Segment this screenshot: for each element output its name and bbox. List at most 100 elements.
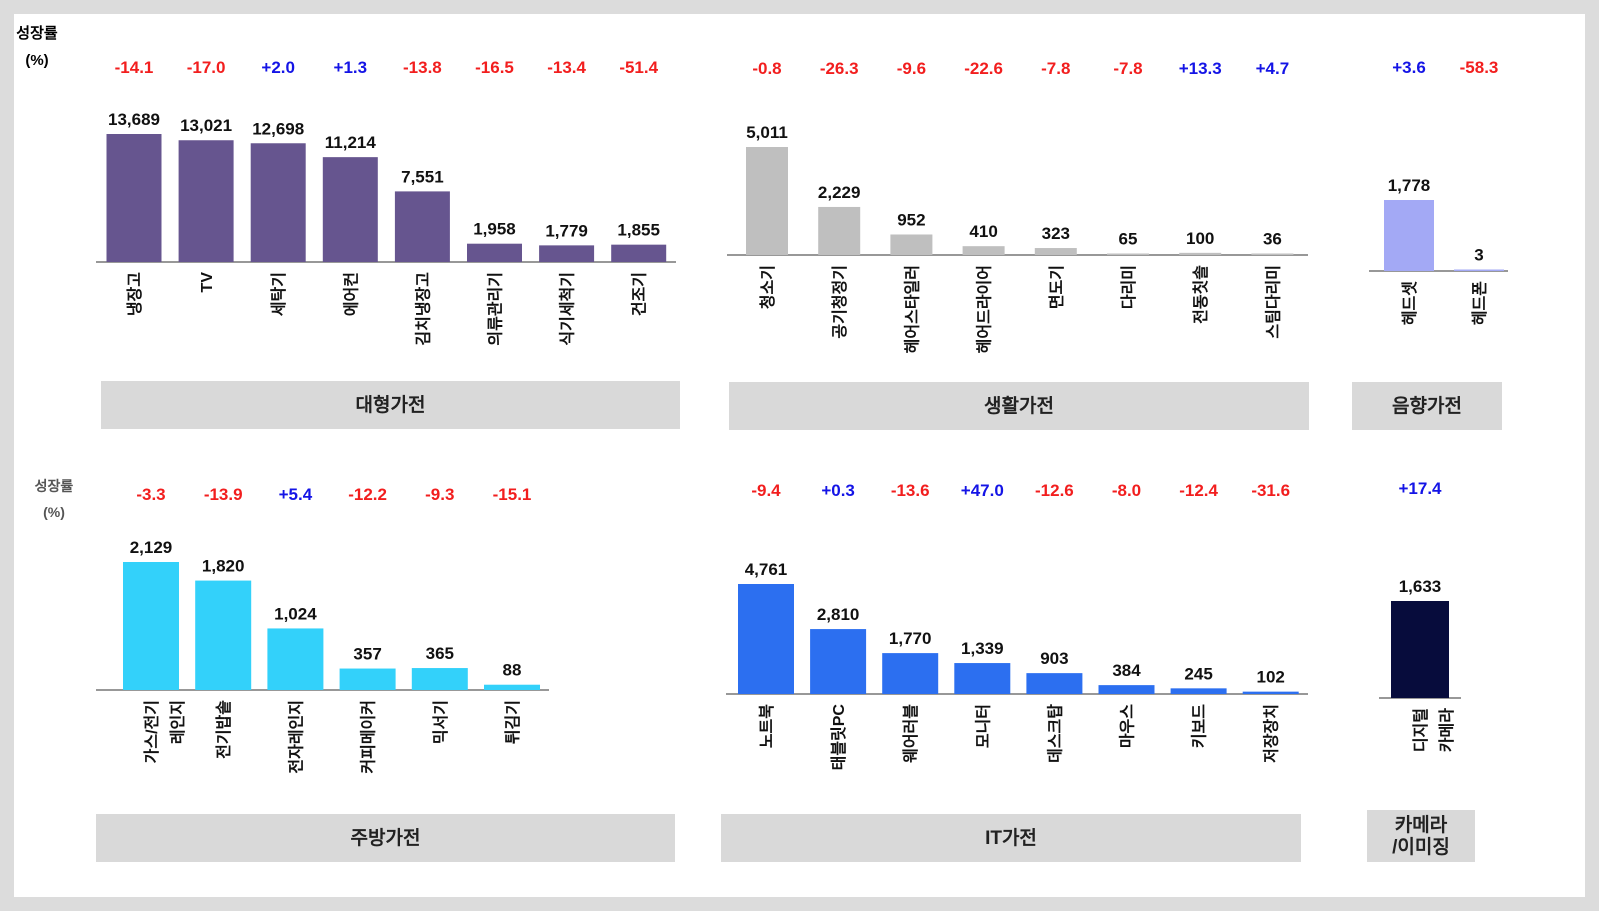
bar (484, 684, 540, 690)
growth-rate-label: (%) (25, 52, 48, 69)
tick-label: 다리미 (1120, 265, 1138, 309)
growth-rate-label: 성장률 (16, 24, 58, 42)
data-label: 952 (897, 210, 925, 229)
bar (890, 234, 933, 255)
category-title-box (101, 381, 680, 429)
tick-label: 믹서기 (432, 700, 450, 744)
growth-rate: -15.1 (493, 485, 532, 504)
data-label: 1,633 (1399, 577, 1442, 596)
growth-rate: -7.8 (1041, 59, 1070, 78)
tick-label: 식기세척기 (558, 272, 577, 346)
tick-label: 노트북 (758, 704, 776, 748)
category-title: 생활가전 (984, 395, 1054, 417)
bar (954, 663, 1011, 694)
data-label: 11,214 (325, 133, 377, 152)
growth-rate: -13.8 (403, 58, 442, 77)
category-title-box (721, 814, 1301, 862)
tick-label: 전자레인지 (287, 700, 305, 774)
bar (1026, 673, 1083, 694)
category-title-box (96, 814, 675, 862)
data-label: 3 (1474, 246, 1483, 265)
data-label: 13,021 (180, 116, 232, 135)
category-title: IT가전 (985, 827, 1037, 849)
data-label: 13,689 (108, 110, 160, 129)
data-label: 102 (1257, 668, 1285, 687)
chart-panel-2: 5,011 -0.8 청소기 2,229 -26.3 공기청정기 952 -9.6 헤어스타일러… (727, 59, 1309, 430)
tick-label: 면도기 (1048, 265, 1066, 309)
bar (339, 668, 396, 690)
growth-rate: -13.4 (547, 58, 586, 77)
growth-rate: +4.7 (1256, 59, 1290, 78)
data-label: 7,551 (401, 167, 444, 186)
data-label: 1,855 (617, 221, 660, 240)
tick-label: 모니터 (974, 704, 992, 748)
tick-label: 튀김기 (503, 700, 522, 744)
growth-rate: +5.4 (279, 485, 313, 504)
growth-rate: -12.6 (1035, 481, 1074, 500)
chart-frame: 성장률 (%) 13,689 -14.1 냉장고 13,021 -17.0 TV 12,698 +… (14, 14, 1585, 897)
growth-rate: -9.6 (897, 59, 926, 78)
growth-rate: +3.6 (1392, 58, 1426, 77)
category-title: 카메라/이미징 (1392, 814, 1450, 858)
tick-label: 헤드셋 (1401, 281, 1419, 325)
growth-rate: -8.0 (1112, 481, 1141, 500)
tick-label: TV (199, 272, 216, 293)
bar (539, 245, 595, 262)
data-label: 357 (353, 645, 381, 664)
growth-rate: -51.4 (619, 58, 658, 77)
tick-label: 건조기 (631, 272, 649, 316)
growth-rate: -14.1 (115, 58, 154, 77)
bar (1251, 253, 1294, 255)
growth-rate: -16.5 (475, 58, 514, 77)
growth-rate: -0.8 (752, 59, 781, 78)
data-label: 2,229 (818, 183, 861, 202)
tick-label: 마우스 (1119, 704, 1137, 748)
chart-panel-5: 4,761 -9.4 노트북 2,810 +0.3 태블릿PC 1,770 -13.6 웨어러블… (721, 481, 1308, 862)
growth-rate: -12.4 (1179, 481, 1218, 500)
data-label: 1,779 (545, 221, 588, 240)
tick-label: 에어컨 (342, 272, 360, 316)
data-label: 410 (969, 222, 997, 241)
data-label: 4,761 (745, 560, 788, 579)
tick-label: 커피메이커 (360, 700, 378, 774)
growth-rate: +47.0 (961, 481, 1004, 500)
data-label: 1,770 (889, 629, 932, 648)
bar (411, 668, 468, 690)
bar (250, 143, 306, 262)
bar (818, 206, 861, 255)
bar (962, 246, 1005, 255)
data-label: 65 (1119, 230, 1138, 249)
growth-rate: -7.8 (1113, 59, 1142, 78)
data-label: 1,024 (274, 604, 317, 623)
data-label: 2,810 (817, 605, 860, 624)
tick-label: 공기청정기 (830, 265, 849, 339)
bar (611, 244, 667, 262)
data-label: 384 (1112, 661, 1141, 680)
bar (267, 628, 324, 690)
growth-rate: +13.3 (1179, 59, 1222, 78)
growth-rate: -13.9 (204, 485, 243, 504)
bar (195, 580, 252, 690)
bar (1107, 253, 1149, 255)
growth-rate-label: (%) (43, 504, 65, 520)
data-label: 323 (1042, 224, 1070, 243)
bar (322, 157, 378, 262)
bar (746, 147, 788, 255)
category-title-box (729, 382, 1309, 430)
tick-label: 스팀다리미 (1263, 265, 1282, 339)
growth-rate: +0.3 (821, 481, 855, 500)
tick-label: 저장장치 (1263, 704, 1281, 763)
tick-label: 가스/전기 레인지 (143, 700, 187, 763)
tick-label: 세탁기 (270, 272, 288, 316)
data-label: 245 (1184, 664, 1212, 683)
tick-label: 헤드폰 (1471, 281, 1489, 325)
data-label: 36 (1263, 230, 1282, 249)
chart-canvas: 성장률 (%) 13,689 -14.1 냉장고 13,021 -17.0 TV 12,698 +… (16, 24, 1508, 862)
bar (467, 243, 522, 262)
bar (394, 191, 450, 262)
bar (1384, 200, 1434, 271)
growth-rate-label: 성장률 (35, 478, 74, 494)
tick-label: 김치냉장고 (413, 272, 432, 346)
data-label: 2,129 (130, 538, 173, 557)
